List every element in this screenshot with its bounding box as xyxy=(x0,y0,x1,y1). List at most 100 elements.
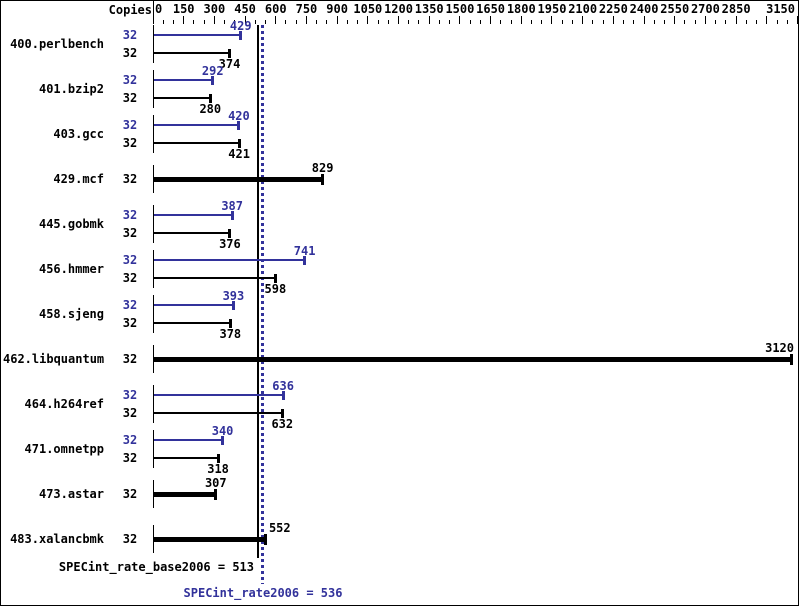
x-axis-major-tick xyxy=(796,16,798,24)
x-axis-minor-tick xyxy=(786,20,788,24)
copies-value: 32 xyxy=(122,388,138,402)
peak-bar xyxy=(154,214,233,216)
single-bar xyxy=(154,356,792,362)
benchmark-label: 401.bzip2 xyxy=(38,82,104,96)
peak-rate-summary-label: SPECint_rate2006 = 536 xyxy=(183,586,343,600)
group-axis-segment xyxy=(153,430,154,468)
benchmark-label: 429.mcf xyxy=(53,172,104,186)
single-value-label: 829 xyxy=(311,161,334,175)
peak-value-label: 420 xyxy=(228,109,250,123)
x-axis-minor-tick xyxy=(418,20,420,24)
peak-bar-end-cap xyxy=(303,255,307,265)
benchmark-label: 403.gcc xyxy=(53,127,104,141)
x-axis-major-tick xyxy=(643,16,645,24)
x-axis-minor-tick xyxy=(346,20,348,24)
x-axis-tick-label: 900 xyxy=(326,2,348,16)
copies-value: 32 xyxy=(122,226,138,240)
base-bar xyxy=(154,142,240,144)
x-axis-minor-tick xyxy=(326,20,328,24)
benchmark-label: 464.h264ref xyxy=(24,397,104,411)
peak-bar-end-cap xyxy=(230,210,234,220)
x-axis-tick-label: 300 xyxy=(203,2,226,16)
group-axis-segment xyxy=(153,480,154,508)
copies-value: 32 xyxy=(122,172,138,186)
copies-value: 32 xyxy=(122,433,138,447)
copies-value: 32 xyxy=(122,451,138,465)
x-axis-tick-label: 1500 xyxy=(445,2,475,16)
base-bar-end-cap xyxy=(216,453,220,463)
copies-value: 32 xyxy=(122,253,138,267)
base-bar xyxy=(154,232,230,234)
x-axis-minor-tick xyxy=(592,20,594,24)
x-axis-major-tick xyxy=(367,16,369,24)
x-axis-minor-tick xyxy=(203,20,205,24)
x-axis-major-tick xyxy=(612,16,614,24)
base-bar-end-cap xyxy=(237,138,241,148)
copies-value: 32 xyxy=(122,487,138,501)
group-axis-segment xyxy=(153,345,154,373)
x-axis-minor-tick xyxy=(449,20,451,24)
peak-bar xyxy=(154,34,241,36)
single-bar xyxy=(154,491,216,497)
x-axis-major-tick xyxy=(152,16,154,24)
x-axis-minor-tick xyxy=(653,20,655,24)
single-bar-end-cap xyxy=(214,488,218,500)
x-axis-major-tick xyxy=(520,16,522,24)
x-axis-major-tick xyxy=(244,16,246,24)
base-bar xyxy=(154,277,276,279)
x-axis-major-tick xyxy=(490,16,492,24)
x-axis-minor-tick xyxy=(172,20,174,24)
copies-value: 32 xyxy=(122,208,138,222)
peak-bar xyxy=(154,259,305,261)
x-axis-major-tick xyxy=(704,16,706,24)
benchmark-label: 400.perlbench xyxy=(10,37,104,51)
x-axis-major-tick xyxy=(551,16,553,24)
copies-value: 32 xyxy=(122,316,138,330)
x-axis-minor-tick xyxy=(633,20,635,24)
peak-bar-end-cap xyxy=(239,30,243,40)
x-axis-minor-tick xyxy=(571,20,573,24)
peak-value-label: 741 xyxy=(293,244,316,258)
group-axis-segment xyxy=(153,295,154,333)
single-bar-end-cap xyxy=(789,353,793,365)
copies-value: 32 xyxy=(122,532,138,546)
x-axis-tick-label: 2400 xyxy=(629,2,659,16)
single-value-label: 3120 xyxy=(765,341,794,355)
x-axis-minor-tick xyxy=(387,20,389,24)
x-axis-minor-tick xyxy=(357,20,359,24)
base-value-label: 318 xyxy=(207,462,229,476)
group-axis-segment xyxy=(153,205,154,243)
x-axis-tick-label: 2250 xyxy=(598,2,628,16)
base-bar xyxy=(154,457,219,459)
x-axis-tick-label: 2100 xyxy=(568,2,598,16)
base-bar-end-cap xyxy=(280,408,284,418)
group-axis-segment xyxy=(153,115,154,153)
x-axis-tick-label: 1350 xyxy=(414,2,444,16)
copies-value: 32 xyxy=(122,271,138,285)
x-axis-minor-tick xyxy=(295,20,297,24)
single-bar xyxy=(154,536,266,542)
group-axis-segment xyxy=(153,525,154,553)
copies-value: 32 xyxy=(122,46,138,60)
base-value-label: 376 xyxy=(219,237,241,251)
x-axis-minor-tick xyxy=(725,20,727,24)
x-axis-tick-label: 150 xyxy=(172,2,195,16)
x-axis-major-tick xyxy=(275,16,277,24)
x-axis-minor-tick xyxy=(234,20,236,24)
base-bar xyxy=(154,412,283,414)
group-axis-segment xyxy=(153,25,154,63)
x-axis-minor-tick xyxy=(776,20,778,24)
x-axis-major-tick xyxy=(674,16,676,24)
x-axis-minor-tick xyxy=(510,20,512,24)
peak-value-label: 429 xyxy=(229,19,252,33)
peak-bar-end-cap xyxy=(237,120,241,130)
base-reference-line xyxy=(256,25,259,558)
x-axis-major-tick xyxy=(213,16,215,24)
x-axis-minor-tick xyxy=(694,20,696,24)
x-axis-tick-label: 1050 xyxy=(353,2,383,16)
x-axis-tick-label: 1800 xyxy=(506,2,536,16)
peak-bar xyxy=(154,304,234,306)
base-value-label: 421 xyxy=(228,147,250,161)
base-value-label: 632 xyxy=(271,417,294,431)
